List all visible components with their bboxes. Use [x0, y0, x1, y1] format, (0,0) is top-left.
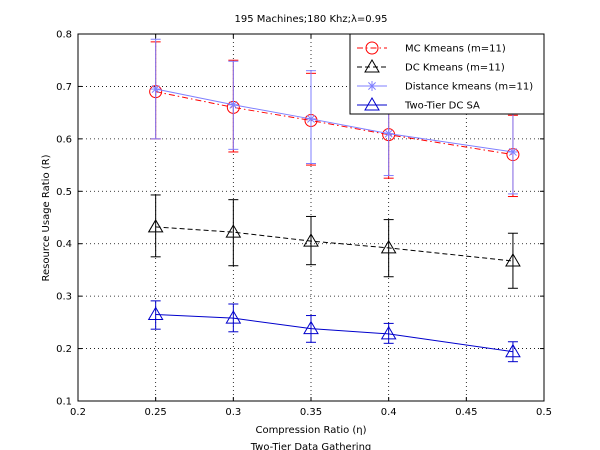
data-point [507, 146, 518, 157]
data-point [225, 224, 242, 238]
data-point [383, 128, 394, 139]
x-tick-label: 0.45 [455, 407, 477, 418]
y-tick-label: 0.5 [56, 187, 72, 198]
y-tick-label: 0.7 [56, 82, 72, 93]
series-layer [147, 38, 521, 363]
chart-caption: Two-Tier Data Gathering [250, 442, 372, 450]
legend-item: Distance kmeans (m=11) [357, 81, 533, 93]
legend-label: Two-Tier DC SA [404, 101, 480, 112]
data-point [380, 325, 397, 340]
data-point [303, 233, 319, 247]
legend-item: DC Kmeans (m=11) [357, 59, 505, 74]
data-point [147, 306, 164, 320]
data-point [306, 113, 316, 124]
error-bar [306, 215, 316, 266]
data-point [225, 310, 242, 324]
legend-marker [367, 81, 377, 91]
legend-box [349, 33, 545, 115]
data-point [228, 99, 239, 110]
series-line [155, 226, 513, 262]
y-axis-label: Resource Usage Ratio (R) [41, 154, 52, 281]
legend-item: MC Kmeans (m=11) [357, 41, 506, 55]
legend-marker [364, 97, 380, 111]
series-line [155, 313, 514, 353]
error-bar [228, 199, 239, 267]
error-bar [150, 300, 161, 330]
error-bar [507, 232, 518, 289]
legend-label: MC Kmeans (m=11) [405, 44, 506, 55]
series-2 [147, 194, 521, 289]
y-tick-label: 0.3 [56, 292, 72, 303]
x-tick-label: 0.35 [300, 407, 322, 418]
data-point [505, 253, 521, 267]
legend-label: DC Kmeans (m=11) [405, 63, 505, 74]
legend-item: Two-Tier DC SA [357, 97, 480, 112]
x-tick-label: 0.2 [70, 407, 86, 418]
data-point [147, 218, 164, 233]
x-tick-label: 0.4 [381, 407, 397, 418]
y-tick-label: 0.8 [56, 30, 72, 41]
series-4 [147, 300, 521, 363]
data-point [303, 320, 319, 335]
data-point [505, 343, 521, 358]
legend-marker [365, 41, 379, 55]
x-axis-label: Compression Ratio (η) [255, 425, 366, 436]
ticks: 0.2 0.25 0.3 0.35 0.4 0.45 0.50.10.20.30.40.50… [56, 30, 552, 419]
series-3 [150, 38, 518, 195]
y-tick-label: 0.1 [56, 397, 72, 408]
legend: MC Kmeans (m=11) DC Kmeans (m=11) Distance… [349, 33, 545, 115]
legend-label: Distance kmeans (m=11) [405, 82, 533, 93]
chart-title: 195 Machines;180 Khz;λ=0.95 [234, 14, 387, 25]
y-tick-label: 0.4 [56, 239, 72, 250]
x-tick-label: 0.3 [225, 407, 241, 418]
error-bar [150, 194, 161, 258]
data-point [380, 239, 397, 254]
x-tick-label: 0.25 [145, 407, 167, 418]
x-tick-label: 0.5 [536, 407, 552, 418]
legend-marker [364, 59, 380, 73]
y-tick-label: 0.2 [56, 344, 72, 355]
data-point [150, 84, 161, 95]
y-tick-label: 0.6 [56, 134, 72, 145]
